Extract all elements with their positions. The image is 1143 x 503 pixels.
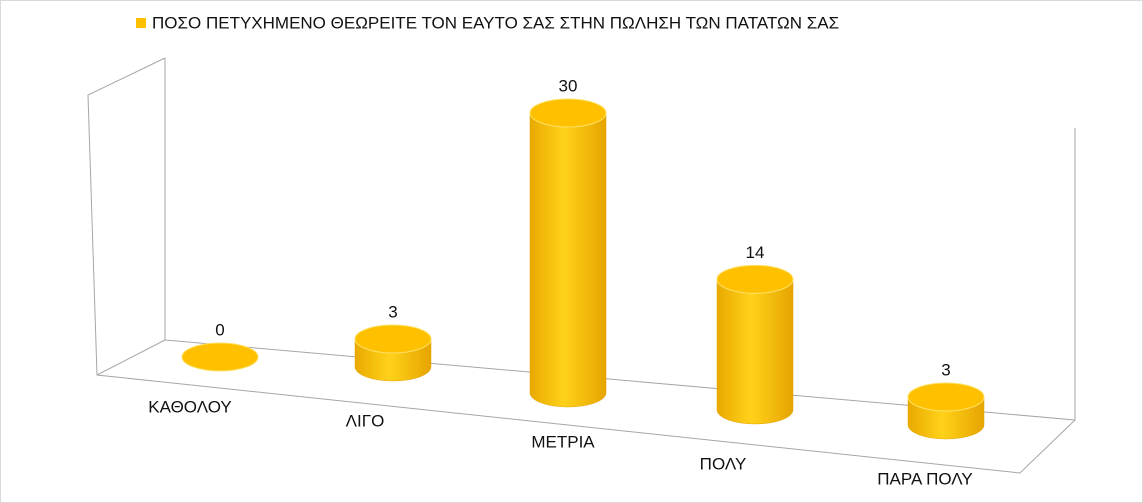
x-tick-label: ΚΑΘΟΛΟΥ: [148, 397, 231, 416]
data-label: 3: [941, 360, 950, 379]
cylinder-top: [181, 342, 259, 372]
cylinder-top: [907, 382, 985, 412]
cylinder-top: [716, 264, 794, 294]
cylinder: [716, 264, 794, 425]
cylinder-top: [354, 324, 432, 354]
cylinder-side: [716, 279, 794, 425]
data-label: 0: [215, 320, 224, 339]
legend-swatch: [136, 18, 146, 28]
x-tick-label: ΜΕΤΡΙΑ: [531, 432, 595, 451]
cylinder: [907, 382, 985, 440]
x-tick-label: ΠΟΛΥ: [700, 454, 747, 473]
data-label: 3: [388, 302, 397, 321]
data-label: 30: [559, 76, 578, 95]
cylinder-side: [529, 112, 607, 408]
cylinder: [354, 324, 432, 382]
legend-label: ΠΟΣΟ ΠΕΤΥΧΗΜΕΝΟ ΘΕΩΡΕΙΤΕ ΤΟΝ ΕΑΥΤΟ ΣΑΣ Σ…: [152, 13, 839, 32]
cylinder: [181, 342, 259, 372]
data-label: 14: [746, 243, 765, 262]
cylinder: [529, 98, 607, 408]
cylinder-top: [529, 98, 607, 128]
x-tick-label: ΠΑΡΑ ΠΟΛΥ: [877, 469, 972, 488]
x-tick-label: ΛΙΓΟ: [346, 411, 385, 430]
